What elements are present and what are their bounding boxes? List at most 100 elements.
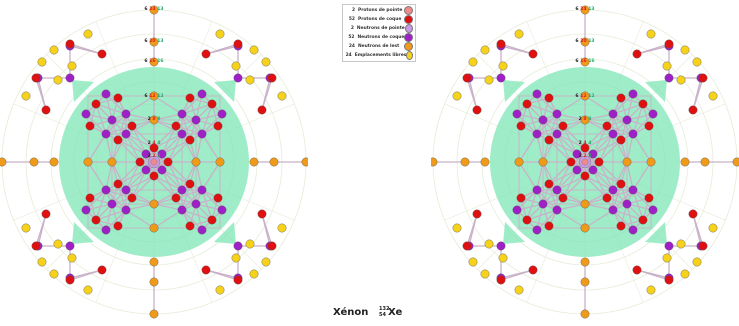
proton-shell-node [31, 73, 41, 83]
neutron-shell-node [101, 89, 111, 99]
nucleon-bond [205, 43, 239, 55]
free-slot-node [49, 45, 59, 55]
proton-shell-node [616, 179, 626, 189]
nucleon-bond [556, 175, 586, 191]
proton-shell-node [544, 179, 554, 189]
neutron-shell-node [538, 115, 548, 125]
neutron-link-node [580, 115, 590, 125]
proton-shell-node [135, 157, 145, 167]
nucleon-bond [518, 161, 538, 191]
neutron-link-node [538, 157, 548, 167]
nucleon-bond [548, 183, 558, 211]
proton-shell-node [171, 121, 181, 131]
nucleon-bond [632, 161, 652, 191]
neutron-link-node [622, 157, 632, 167]
nucleon-bond [195, 93, 203, 121]
nucleon-bond [69, 269, 103, 281]
nucleon-bond [556, 119, 586, 135]
free-slot-node [53, 75, 63, 85]
neutron-link-node [269, 157, 279, 167]
proton-shell-node [207, 215, 217, 225]
shell-count-part: 2 [156, 153, 161, 159]
nucleon-bond [195, 113, 223, 121]
free-slot-node [215, 29, 225, 39]
legend-swatch [406, 51, 413, 60]
proton-shell-node [698, 73, 708, 83]
nucleon-bond [153, 175, 183, 191]
shell-count-label: 2 2 2 [579, 153, 592, 159]
legend-row-free-slot: 24 Emplacements libres [345, 51, 413, 60]
nucleon-bond [556, 133, 572, 163]
neutron-shell-node [233, 73, 243, 83]
neutron-link-node [149, 199, 159, 209]
shell-count-part: 6 [575, 38, 578, 44]
nucleon-bond [195, 133, 203, 163]
nucleon-bond [161, 169, 183, 191]
legend-swatch [404, 42, 413, 51]
nucleon-bond [95, 189, 107, 221]
shell-count-part: 13 [587, 6, 595, 12]
nucleon-bond [125, 189, 155, 205]
proton-shell-node [163, 157, 173, 167]
shell-count-part: 2 [582, 153, 587, 159]
free-slot-node [231, 253, 241, 263]
free-slot-node [514, 285, 524, 295]
neutron-shell-node [664, 241, 674, 251]
nucleon-bond [125, 175, 155, 191]
nucleon-bond [125, 119, 155, 135]
shell-count-label: 6 16 16 [575, 58, 594, 64]
shell-count-part: 12 [579, 93, 587, 99]
free-slot-node [83, 29, 93, 39]
nucleon-bond [87, 161, 107, 191]
legend-row-neutron-link: 24 Neutrons de lest [345, 42, 413, 51]
neutron-link-node [700, 157, 710, 167]
nucleon-bond [584, 209, 614, 229]
legend-swatch [404, 15, 413, 24]
neutron-shell-node [608, 109, 618, 119]
neutron-link-node [580, 199, 590, 209]
proton-shell-node [616, 135, 626, 145]
neutron-shell-node [628, 89, 638, 99]
proton-shell-node [97, 49, 107, 59]
nucleon-bond [584, 113, 614, 121]
legend-count: 52 [348, 17, 355, 22]
nucleon-bond [500, 43, 534, 55]
proton-shell-node [41, 105, 51, 115]
proton-shell-node [65, 39, 75, 49]
legend-swatch [404, 24, 413, 33]
proton-shell-node [41, 209, 51, 219]
nucleon-bond [592, 169, 614, 191]
atomic-number: 54 [379, 312, 386, 318]
nucleon-bond [125, 133, 147, 155]
nucleon-bond [35, 77, 47, 111]
shell-count-label: 6 24 13 [144, 6, 163, 12]
free-slot-node [468, 257, 478, 267]
nucleon-bond [181, 161, 197, 191]
nucleon-bond [542, 161, 558, 191]
nucleon-bond [175, 125, 203, 135]
shell-count-part: 20 [579, 38, 587, 44]
nucleus-diagram-left: 2 2 22 4 42 8 86 12 126 16 166 20 136 24… [0, 5, 308, 319]
legend: 2 Protons de pointe 52 Protons de coque … [342, 4, 416, 62]
legend-count: 2 [351, 8, 355, 13]
proton-shell-node [688, 209, 698, 219]
proton-shell-node [149, 143, 159, 153]
proton-shell-node [213, 121, 223, 131]
nucleon-bond [536, 113, 558, 135]
nucleon-bond [195, 203, 203, 231]
free-slot-node [83, 285, 93, 295]
shell-count-label: 2 4 4 [148, 140, 161, 146]
neutron-link-node [149, 115, 159, 125]
nucleon-bond [125, 203, 155, 211]
nucleon-bond [526, 189, 538, 221]
nucleon-bond [626, 133, 634, 163]
nucleon-bond [125, 133, 155, 149]
proton-shell-node [544, 221, 554, 231]
nucleon-bond [95, 209, 127, 221]
nucleon-bond [125, 169, 147, 191]
green-zone-lobe [214, 222, 236, 244]
neutron-shell-node [532, 185, 542, 195]
legend-count: 24 [348, 44, 355, 49]
shell-count-label: 6 24 13 [575, 6, 594, 12]
proton-shell-node [113, 93, 123, 103]
